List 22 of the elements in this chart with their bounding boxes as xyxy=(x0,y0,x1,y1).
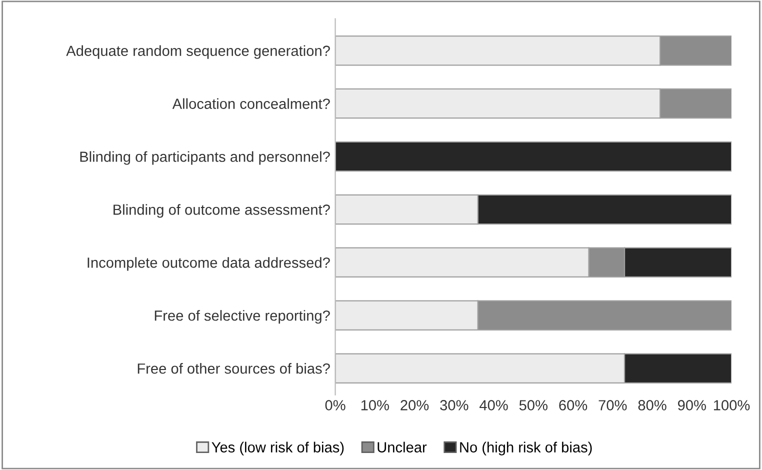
y-tick-label: Blinding of participants and personnel? xyxy=(80,151,330,165)
y-tick-label: Free of other sources of bias? xyxy=(138,363,330,374)
x-tick-label: 10% xyxy=(361,400,389,410)
legend-label: No (high risk of bias) xyxy=(460,442,592,456)
x-tick-label: 70% xyxy=(598,400,627,410)
y-tick-label: Free of selective reporting? xyxy=(154,310,330,324)
x-tick-label: 0% xyxy=(325,400,346,410)
legend-label: Unclear xyxy=(378,442,427,452)
y-tick-label: Blinding of outcome assessment? xyxy=(114,204,330,218)
x-tick-label: 60% xyxy=(559,400,588,410)
y-tick-label: Adequate random sequence generation? xyxy=(66,45,330,59)
y-tick-label: Incomplete outcome data addressed? xyxy=(88,257,330,271)
x-tick-label: 30% xyxy=(440,400,468,410)
y-tick-label: Allocation concealment? xyxy=(172,98,330,109)
legend-label: Yes (low risk of bias) xyxy=(212,442,344,456)
x-tick-label: 90% xyxy=(678,400,706,410)
x-tick-label: 20% xyxy=(400,400,429,410)
x-tick-label: 80% xyxy=(638,400,666,410)
x-tick-label: 40% xyxy=(480,400,508,410)
bar xyxy=(335,141,732,172)
x-tick-label: 100% xyxy=(714,400,750,410)
x-tick-label: 50% xyxy=(519,400,548,410)
